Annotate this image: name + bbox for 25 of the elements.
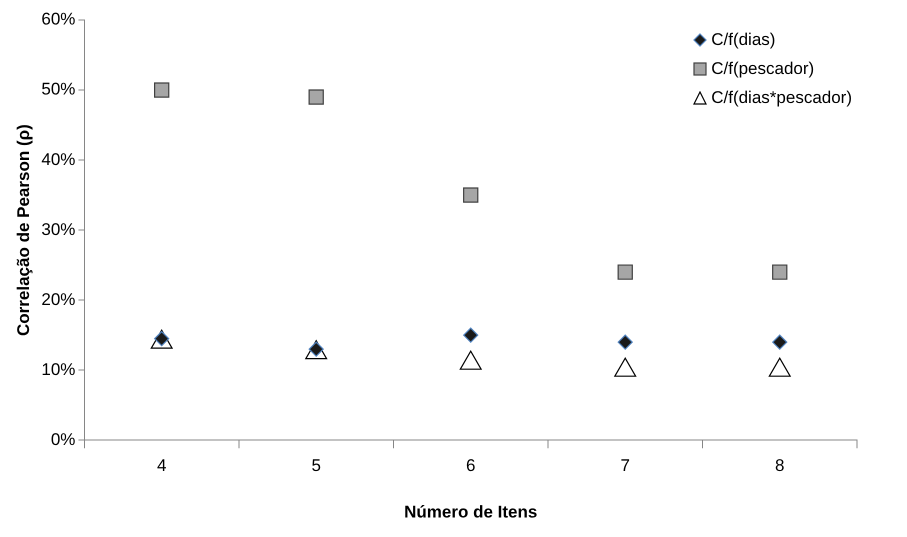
y-tick-label: 60% bbox=[41, 10, 76, 29]
x-tick-label: 4 bbox=[156, 456, 166, 476]
point bbox=[463, 187, 478, 203]
x-tick-label: 5 bbox=[311, 456, 321, 476]
x-tick-label: 8 bbox=[775, 456, 784, 476]
y-tick-label: 30% bbox=[41, 220, 76, 239]
x-tick-label: 6 bbox=[466, 456, 476, 476]
y-tick-label: 50% bbox=[41, 80, 76, 99]
point bbox=[618, 264, 633, 280]
y-tick-label: 20% bbox=[41, 290, 76, 309]
y-tick-label: 40% bbox=[41, 150, 76, 169]
legend-label: C/f(dias*pescador) bbox=[711, 87, 852, 109]
y-axis-title: Correlação de Pearson (ρ) bbox=[14, 124, 33, 336]
point bbox=[772, 264, 788, 280]
point bbox=[618, 334, 633, 350]
x-tick-label: 7 bbox=[620, 456, 630, 476]
point bbox=[154, 82, 170, 98]
point bbox=[463, 328, 478, 343]
legend-label: C/f(dias) bbox=[711, 29, 776, 51]
point bbox=[308, 89, 324, 105]
legend-label: C/f(pescador) bbox=[711, 58, 814, 80]
y-tick-label: 10% bbox=[41, 360, 76, 379]
y-tick-label: 0% bbox=[50, 430, 76, 449]
point bbox=[772, 334, 788, 350]
x-axis-title: Número de Itens bbox=[404, 502, 538, 522]
